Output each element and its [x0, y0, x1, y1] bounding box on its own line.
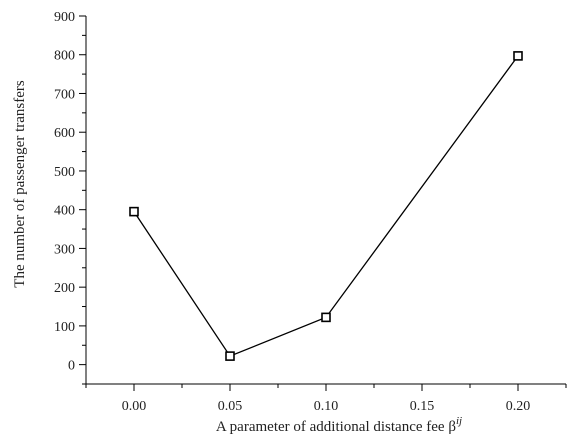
data-point-marker — [513, 51, 523, 61]
y-tick-label: 900 — [54, 10, 75, 25]
y-tick-label: 600 — [54, 126, 75, 141]
y-axis-tick-labels: 0 100 200 300 400 500 600 700 800 900 — [54, 10, 75, 374]
y-tick-label: 100 — [54, 320, 75, 335]
data-point-marker — [225, 351, 235, 361]
y-tick-label: 300 — [54, 242, 75, 257]
y-tick-label: 700 — [54, 87, 75, 102]
x-tick-label: 0.10 — [314, 399, 339, 414]
x-axis-title: A parameter of additional distance fee β… — [216, 415, 462, 435]
series-line — [133, 55, 519, 357]
x-tick-label: 0.20 — [506, 399, 531, 414]
y-tick-label: 800 — [54, 49, 75, 64]
x-axis-tick-labels: 0.00 0.05 0.10 0.15 0.20 — [122, 399, 531, 414]
x-tick-label: 0.00 — [122, 399, 147, 414]
x-tick-label: 0.05 — [218, 399, 243, 414]
y-tick-label: 400 — [54, 204, 75, 219]
x-tick-label: 0.15 — [410, 399, 435, 414]
series-lines — [133, 55, 519, 357]
y-tick-label: 0 — [68, 359, 75, 374]
data-point-marker — [321, 312, 331, 323]
y-tick-label: 200 — [54, 281, 75, 296]
series-markers — [129, 51, 523, 361]
y-axis-title: The number of passenger transfers — [12, 80, 28, 288]
x-axis-ticks — [85, 384, 567, 391]
data-point-marker — [129, 206, 139, 217]
y-axis-ticks — [79, 15, 86, 385]
y-tick-label: 500 — [54, 165, 75, 180]
